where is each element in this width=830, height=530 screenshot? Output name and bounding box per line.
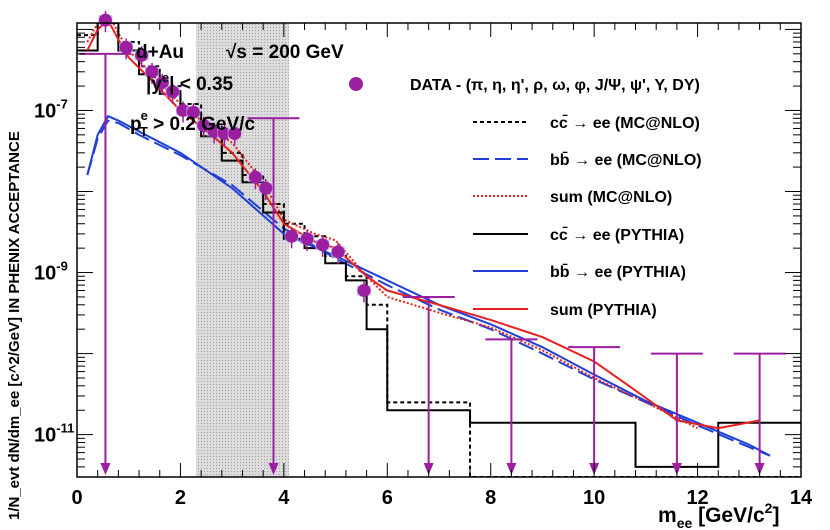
upper-limit-arrow xyxy=(100,463,111,475)
upper-limit-arrow xyxy=(671,463,682,475)
data-point xyxy=(176,103,190,117)
y-tick-label: 10-9 xyxy=(34,259,68,285)
legend-label: cc̄ → ee (MC@NLO) xyxy=(550,113,700,132)
data-point xyxy=(331,245,345,259)
x-tick-label: 10 xyxy=(583,487,605,509)
data-point xyxy=(285,229,299,243)
data-point xyxy=(135,48,149,62)
upper-limit-arrow xyxy=(506,463,517,475)
data-point xyxy=(119,40,133,54)
upper-limit-arrow xyxy=(423,463,434,475)
annotation-pt-cut: pe T > 0.2 GeV/c xyxy=(130,108,255,139)
upper-limit-arrow xyxy=(754,463,765,475)
legend-label: sum (PYTHIA) xyxy=(550,302,657,319)
legend: DATA - (π, η, η', ρ, ω, φ, J/Ψ, ψ', Υ, D… xyxy=(349,77,702,319)
y-axis-ticks: 10-7 10-9 10-11 xyxy=(34,28,801,478)
x-tick-label: 0 xyxy=(71,487,82,509)
data-point xyxy=(197,119,211,133)
annotation-energy: √s = 200 GeV xyxy=(226,42,344,63)
x-tick-label: 4 xyxy=(278,487,290,509)
annotation-rapidity: |ye| < 0.35 xyxy=(146,70,234,95)
data-point xyxy=(316,238,330,252)
legend-label: bb̄ → ee (PYTHIA) xyxy=(550,262,686,281)
x-tick-label: 14 xyxy=(790,487,813,509)
x-axis-title: mee [GeV/c2] xyxy=(658,500,779,530)
annotation-system: d+Au xyxy=(136,42,184,63)
data-point xyxy=(228,126,242,140)
data-point xyxy=(259,181,273,195)
data-points-layer xyxy=(98,11,372,303)
legend-marker xyxy=(349,77,363,91)
data-point xyxy=(166,85,180,99)
data-point xyxy=(207,125,221,139)
data-point xyxy=(186,105,200,119)
y-axis-title: 1/N_evt dN/dm_ee [c^2/GeV] IN PHENIX ACC… xyxy=(6,131,23,520)
y-tick-label: 10-7 xyxy=(34,96,68,122)
data-point xyxy=(357,284,371,298)
x-tick-label: 8 xyxy=(485,487,496,509)
x-axis-ticks: 0 2 4 6 8 10 12 14 xyxy=(71,23,813,509)
data-point xyxy=(248,170,262,184)
series-line-2 xyxy=(86,23,699,430)
legend-label: cc̄ → ee (PYTHIA) xyxy=(550,225,684,244)
x-tick-label: 12 xyxy=(686,487,708,509)
legend-label: sum (MC@NLO) xyxy=(550,189,672,206)
legend-label: bb̄ → ee (MC@NLO) xyxy=(550,150,702,169)
data-point xyxy=(155,76,169,90)
y-tick-label: 10-11 xyxy=(34,421,74,447)
x-tick-label: 6 xyxy=(382,487,393,509)
data-point xyxy=(300,232,314,246)
upper-limit-arrow xyxy=(268,463,279,475)
data-point xyxy=(217,126,231,140)
upper-limits-layer xyxy=(79,52,786,475)
data-point xyxy=(98,13,112,27)
data-point xyxy=(145,65,159,79)
x-tick-label: 2 xyxy=(175,487,186,509)
legend-label: DATA - (π, η, η', ρ, ω, φ, J/Ψ, ψ', Υ, D… xyxy=(410,77,700,94)
plot-frame xyxy=(76,22,802,478)
